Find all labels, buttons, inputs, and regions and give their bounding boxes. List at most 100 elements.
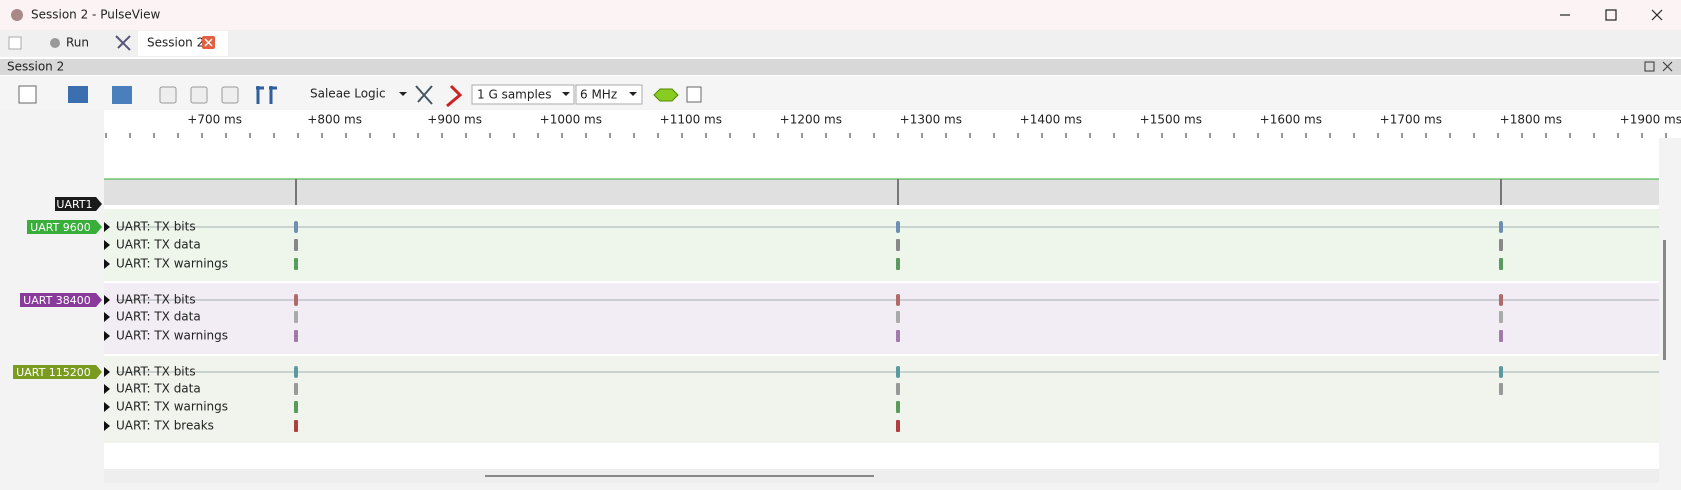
device-config[interactable]: [415, 85, 433, 105]
h-scrollbar: [104, 469, 1659, 483]
math[interactable]: [686, 86, 702, 103]
ruler-label: +1200 ms: [780, 113, 842, 127]
ruler-label: +700 ms: [187, 113, 242, 127]
zoom-out[interactable]: [190, 86, 208, 104]
annotation: [294, 366, 298, 378]
annotation: [896, 311, 900, 323]
annotation: [896, 221, 900, 233]
open-button[interactable]: [18, 85, 37, 104]
row-expander[interactable]: [104, 259, 110, 269]
settings-icon[interactable]: [115, 35, 131, 51]
annotation: [896, 383, 900, 395]
new-session[interactable]: [8, 36, 22, 50]
ruler-label: +1500 ms: [1140, 113, 1202, 127]
edge: [897, 179, 899, 205]
tab-bar: [0, 30, 1681, 57]
v-scroll-thumb[interactable]: [1663, 240, 1666, 360]
device-select[interactable]: Saleae Logic: [310, 87, 386, 101]
row-expander[interactable]: [104, 402, 110, 412]
row-expander[interactable]: [104, 421, 110, 431]
row-label: UART: TX warnings: [116, 257, 228, 271]
toolbar: [0, 76, 1681, 110]
row-label: UART: TX breaks: [116, 419, 214, 433]
row-expander[interactable]: [104, 312, 110, 322]
row-label: UART: TX data: [116, 238, 201, 252]
ruler-label: +900 ms: [427, 113, 482, 127]
zoom-fit[interactable]: [221, 86, 239, 104]
annotation: [896, 239, 900, 251]
close-session[interactable]: [1662, 61, 1673, 72]
annotation: [294, 383, 298, 395]
session-bar-title: Session 2: [7, 60, 64, 74]
import-button[interactable]: [112, 86, 132, 104]
annotation: [896, 420, 900, 432]
samples-select[interactable]: [471, 84, 575, 105]
session-tab-label: Session 2: [147, 36, 204, 50]
row-label: UART: TX warnings: [116, 329, 228, 343]
rate-value: 6 MHz: [580, 88, 617, 102]
row-label: UART: TX bits: [116, 293, 196, 307]
rate-select[interactable]: [575, 84, 643, 105]
channel-tag[interactable]: [20, 293, 102, 307]
ruler-label: +1800 ms: [1500, 113, 1562, 127]
ruler-label: +1000 ms: [540, 113, 602, 127]
row-expander[interactable]: [104, 295, 110, 305]
maximize[interactable]: [1605, 9, 1617, 21]
close[interactable]: [1651, 9, 1663, 21]
channel-label: UART 115200: [16, 366, 91, 379]
ruler-label: +1600 ms: [1260, 113, 1322, 127]
app-icon: [11, 9, 23, 21]
h-scroll-thumb[interactable]: [485, 475, 874, 477]
samples-value: 1 G samples: [477, 88, 551, 102]
channel-bg: [104, 356, 1659, 443]
channel-bg: [104, 209, 1659, 281]
run-button[interactable]: Run: [66, 36, 89, 50]
title-bar: [0, 0, 1681, 30]
row-expander[interactable]: [104, 384, 110, 394]
row-label: UART: TX bits: [116, 220, 196, 234]
annotation: [294, 420, 298, 432]
annotation: [896, 294, 900, 306]
row-expander[interactable]: [104, 331, 110, 341]
save-button[interactable]: [68, 86, 88, 103]
cursors[interactable]: [256, 86, 277, 104]
window-title: Session 2 - PulseView: [31, 8, 160, 22]
probes[interactable]: [446, 84, 463, 108]
row-label: UART: TX bits: [116, 365, 196, 379]
ruler-label: +1300 ms: [900, 113, 962, 127]
annotation: [294, 401, 298, 413]
ruler-label: +1900 ms: [1620, 113, 1681, 127]
row-label: UART: TX data: [116, 382, 201, 396]
annotation: [896, 401, 900, 413]
annotation: [294, 330, 298, 342]
channel-label: UART 9600: [30, 221, 91, 234]
zoom-in[interactable]: [159, 86, 177, 104]
run-icon: [50, 38, 60, 48]
annotation: [1499, 311, 1503, 323]
float-button[interactable]: [1644, 61, 1655, 72]
annotation: [294, 239, 298, 251]
row-expander[interactable]: [104, 240, 110, 250]
channel-tag[interactable]: [13, 365, 102, 379]
annotation: [294, 294, 298, 306]
row-label: UART: TX data: [116, 310, 201, 324]
row-label: UART: TX warnings: [116, 400, 228, 414]
channel-tag[interactable]: [27, 220, 102, 234]
ruler-label: +800 ms: [307, 113, 362, 127]
edge: [295, 179, 297, 205]
edge: [1500, 179, 1502, 205]
row-expander[interactable]: [104, 367, 110, 377]
annotation: [896, 366, 900, 378]
annotation: [896, 330, 900, 342]
channel-tag[interactable]: [55, 197, 102, 211]
channel-bg: [104, 283, 1659, 354]
decoder[interactable]: [653, 88, 679, 102]
annotation: [1499, 330, 1503, 342]
annotation: [1499, 366, 1503, 378]
annotation: [1499, 383, 1503, 395]
annotation: [1499, 221, 1503, 233]
row-expander[interactable]: [104, 222, 110, 232]
ruler: [104, 110, 1681, 138]
